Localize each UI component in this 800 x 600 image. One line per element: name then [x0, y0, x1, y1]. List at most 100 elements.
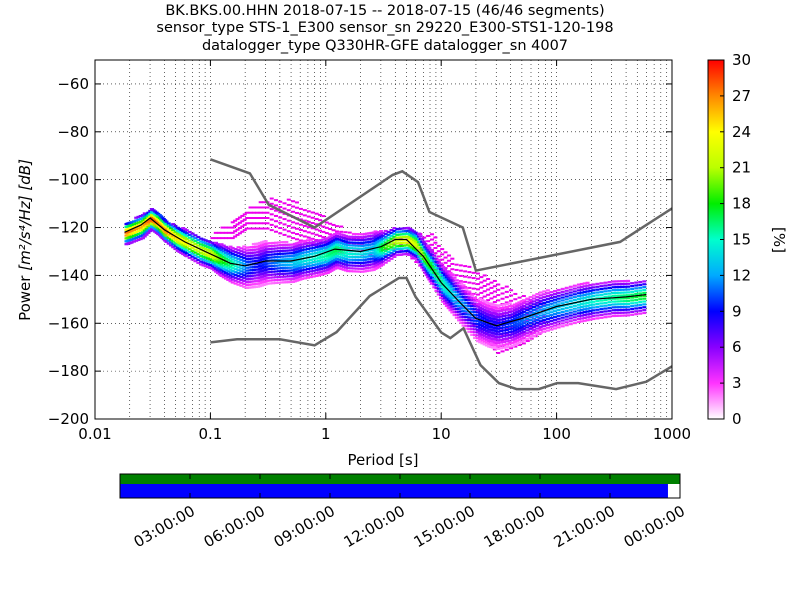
density-cell — [568, 323, 573, 326]
density-cell — [138, 220, 143, 223]
density-cell — [528, 304, 533, 307]
density-cell — [475, 322, 480, 325]
density-cell — [369, 266, 374, 269]
density-cell — [404, 232, 409, 235]
density-cell — [164, 220, 169, 223]
density-cell — [251, 242, 256, 246]
density-cell — [572, 296, 577, 299]
density-cell — [480, 339, 485, 342]
outlier-cell — [255, 222, 260, 225]
density-cell — [591, 300, 596, 303]
density-cell — [499, 312, 504, 315]
density-cell — [334, 266, 339, 269]
outlier-cell — [426, 234, 431, 237]
density-cell — [341, 268, 346, 271]
density-cell — [300, 263, 305, 266]
density-cell — [323, 249, 328, 252]
density-cell — [599, 287, 604, 291]
density-cell — [528, 330, 533, 333]
density-cell — [201, 238, 206, 241]
density-cell — [303, 277, 308, 280]
density-cell — [457, 284, 462, 287]
density-cell — [221, 253, 226, 256]
density-cell — [531, 303, 536, 306]
density-cell — [205, 242, 210, 246]
density-cell — [215, 269, 220, 272]
density-cell — [279, 255, 284, 258]
density-cell — [611, 286, 616, 289]
density-cell — [187, 253, 192, 257]
density-cell — [599, 313, 604, 317]
density-cell — [634, 310, 639, 313]
density-cell — [346, 264, 351, 267]
density-cell — [247, 246, 252, 249]
density-cell — [638, 309, 643, 312]
density-cell — [585, 287, 590, 290]
density-cell — [461, 298, 466, 301]
density-cell — [434, 289, 439, 292]
density-cell — [591, 315, 596, 318]
density-cell — [380, 263, 385, 266]
density-cell — [215, 260, 220, 263]
density-cell — [482, 300, 487, 303]
density-cell — [576, 315, 581, 318]
density-cell — [515, 316, 520, 320]
density-cell — [282, 249, 287, 252]
density-cell — [265, 245, 270, 248]
density-cell — [499, 332, 504, 336]
density-cell — [303, 262, 308, 266]
density-cell — [432, 277, 437, 280]
outlier-cell — [298, 234, 303, 237]
density-cell — [343, 243, 348, 246]
density-cell — [288, 266, 293, 269]
density-cell — [201, 244, 206, 247]
density-cell — [239, 273, 244, 276]
density-cell — [284, 266, 289, 269]
density-cell — [623, 311, 628, 314]
density-cell — [254, 245, 259, 248]
density-cell — [254, 280, 259, 283]
density-cell — [360, 233, 365, 236]
density-cell — [316, 259, 321, 263]
density-cell — [305, 267, 310, 271]
density-cell — [131, 226, 136, 229]
density-cell — [251, 274, 256, 277]
outlier-cell — [525, 340, 530, 343]
density-cell — [154, 214, 159, 217]
outlier-cell — [467, 276, 472, 279]
density-cell — [611, 306, 616, 309]
density-cell — [316, 251, 321, 254]
density-cell — [450, 299, 455, 303]
outlier-cell — [286, 203, 291, 206]
density-cell — [504, 328, 509, 331]
density-cell — [538, 328, 543, 331]
density-cell — [131, 228, 136, 232]
density-cell — [576, 306, 581, 309]
density-cell — [210, 259, 215, 262]
density-cell — [323, 255, 328, 258]
density-cell — [484, 344, 489, 347]
density-cell — [386, 245, 391, 248]
density-cell — [286, 243, 291, 246]
density-cell — [626, 299, 631, 303]
density-cell — [284, 261, 289, 264]
density-cell — [538, 323, 543, 326]
density-cell — [157, 216, 162, 220]
density-cell — [519, 311, 524, 314]
density-cell — [504, 323, 509, 326]
density-cell — [268, 276, 273, 279]
outlier-cell — [251, 227, 256, 230]
density-cell — [531, 334, 536, 337]
density-cell — [226, 278, 231, 281]
density-cell — [150, 228, 155, 231]
density-cell — [271, 276, 276, 279]
density-cell — [408, 250, 413, 254]
density-cell — [380, 243, 385, 246]
density-cell — [221, 261, 226, 264]
density-cell — [184, 255, 189, 258]
density-cell — [173, 224, 178, 228]
density-cell — [504, 314, 509, 317]
density-cell — [247, 277, 252, 281]
density-cell — [549, 322, 554, 325]
density-cell — [314, 266, 319, 269]
